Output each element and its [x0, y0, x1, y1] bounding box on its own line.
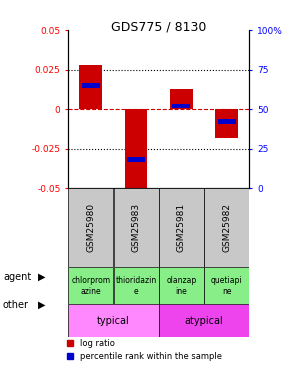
Bar — [68, 267, 113, 305]
Text: chlorprom
azine: chlorprom azine — [71, 276, 110, 296]
Bar — [82, 83, 100, 88]
Bar — [125, 109, 147, 193]
Text: other: other — [3, 300, 29, 309]
Text: GSM25983: GSM25983 — [132, 203, 141, 252]
Bar — [127, 158, 145, 162]
Text: GDS775 / 8130: GDS775 / 8130 — [111, 21, 206, 34]
Bar — [159, 188, 204, 267]
Bar — [215, 109, 238, 138]
Bar — [218, 119, 236, 124]
Text: ▶: ▶ — [38, 272, 46, 282]
Bar — [159, 304, 249, 337]
Bar — [204, 267, 249, 305]
Text: ▶: ▶ — [38, 300, 46, 309]
Bar — [170, 88, 193, 109]
Bar — [68, 188, 113, 267]
Text: olanzap
ine: olanzap ine — [166, 276, 197, 296]
Bar — [172, 104, 191, 108]
Bar — [114, 188, 159, 267]
Text: agent: agent — [3, 272, 31, 282]
Text: GSM25981: GSM25981 — [177, 203, 186, 252]
Text: GSM25982: GSM25982 — [222, 203, 231, 252]
Text: quetiapi
ne: quetiapi ne — [211, 276, 242, 296]
Text: atypical: atypical — [185, 315, 224, 326]
Bar — [204, 188, 249, 267]
Text: thioridazin
e: thioridazin e — [115, 276, 157, 296]
Legend: log ratio, percentile rank within the sample: log ratio, percentile rank within the sa… — [63, 336, 225, 364]
Bar — [114, 267, 159, 305]
Bar — [68, 304, 159, 337]
Text: GSM25980: GSM25980 — [86, 203, 95, 252]
Bar — [159, 267, 204, 305]
Text: typical: typical — [97, 315, 130, 326]
Bar — [79, 65, 102, 109]
